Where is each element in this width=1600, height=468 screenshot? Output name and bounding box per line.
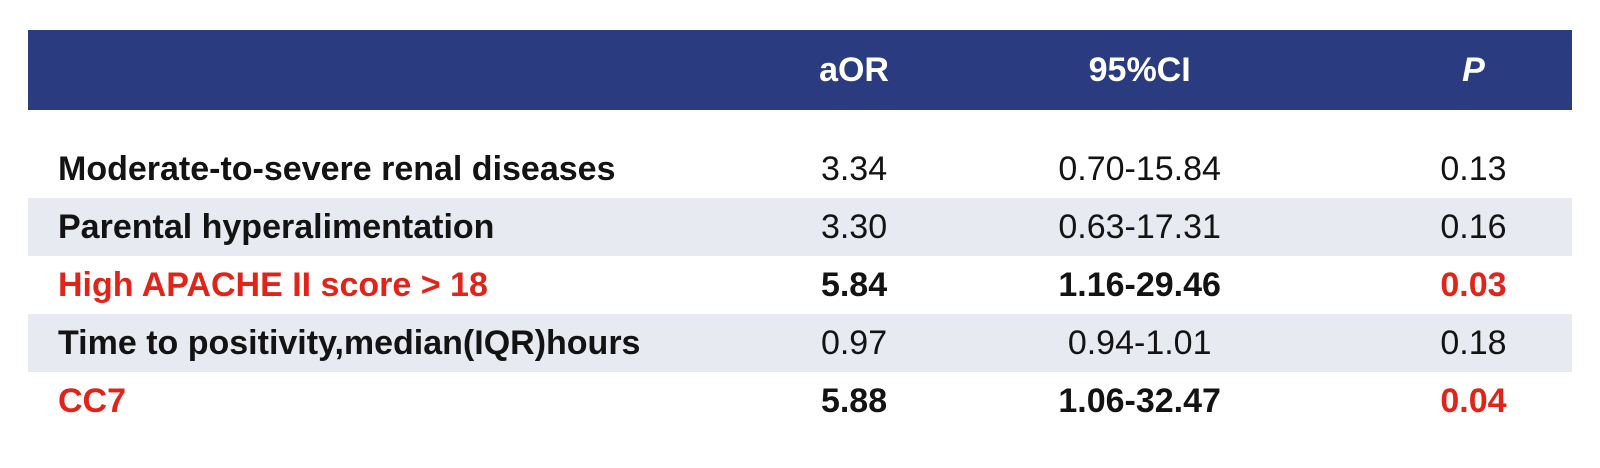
header-body-spacer bbox=[28, 110, 1572, 140]
p-value: 0.18 bbox=[1324, 314, 1572, 372]
row-label: Parental hyperalimentation bbox=[28, 198, 754, 256]
aor-value: 5.88 bbox=[820, 381, 888, 420]
header-ci: 95%CI bbox=[954, 30, 1325, 110]
row-label: High APACHE II score > 18 bbox=[58, 265, 488, 304]
ci-value: 0.70-15.84 bbox=[1058, 149, 1221, 188]
header-p: P bbox=[1324, 30, 1572, 110]
header-empty-cell bbox=[28, 30, 754, 110]
p-value: 0.13 bbox=[1440, 149, 1507, 188]
results-table: aOR 95%CI P Moderate-to-severe renal dis… bbox=[28, 30, 1572, 430]
row-label: Moderate-to-severe renal diseases bbox=[58, 149, 616, 188]
aor-value: 0.97 bbox=[753, 314, 955, 372]
table-row: High APACHE II score > 18 5.84 1.16-29.4… bbox=[28, 256, 1572, 314]
p-value: 0.04 bbox=[1440, 381, 1507, 420]
aor-value: 5.84 bbox=[820, 265, 888, 304]
aor-value: 3.34 bbox=[820, 149, 888, 188]
table-row: Moderate-to-severe renal diseases 3.34 0… bbox=[28, 140, 1572, 198]
table-row: Parental hyperalimentation 3.30 0.63-17.… bbox=[28, 198, 1572, 256]
ci-value: 1.16-29.46 bbox=[1058, 265, 1221, 304]
ci-value: 0.94-1.01 bbox=[954, 314, 1325, 372]
ci-value: 1.06-32.47 bbox=[1058, 381, 1221, 420]
table-row: CC7 5.88 1.06-32.47 0.04 bbox=[28, 372, 1572, 430]
header-row: aOR 95%CI P bbox=[28, 30, 1572, 110]
row-label: CC7 bbox=[58, 381, 127, 420]
p-value: 0.03 bbox=[1440, 265, 1507, 304]
row-label: Time to positivity,median(IQR)hours bbox=[28, 314, 754, 372]
header-aor: aOR bbox=[753, 30, 955, 110]
ci-value: 0.63-17.31 bbox=[954, 198, 1325, 256]
table-row: Time to positivity,median(IQR)hours 0.97… bbox=[28, 314, 1572, 372]
aor-value: 3.30 bbox=[753, 198, 955, 256]
p-value: 0.16 bbox=[1324, 198, 1572, 256]
